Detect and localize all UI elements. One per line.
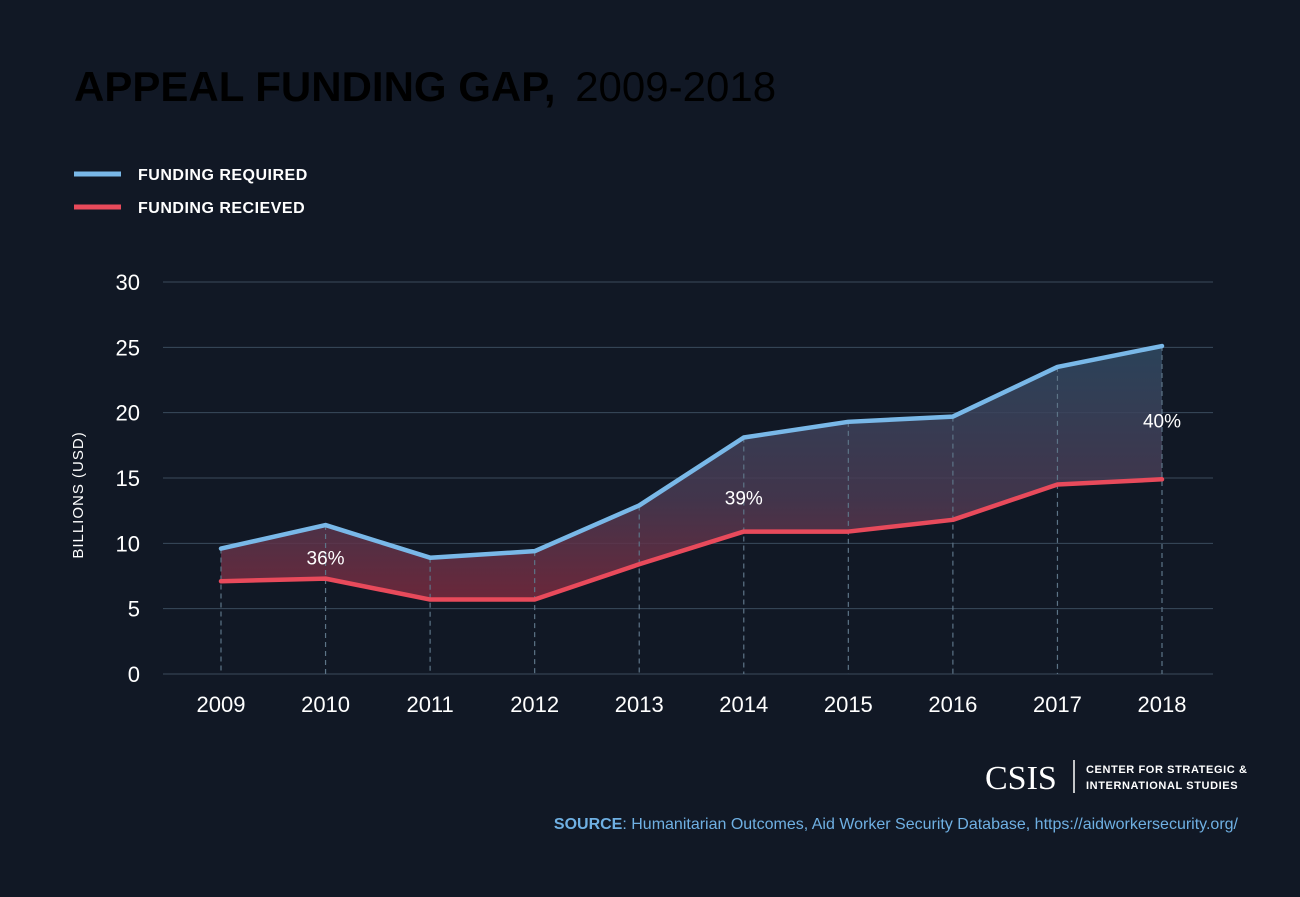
logo-line-2: INTERNATIONAL STUDIES xyxy=(1086,780,1238,792)
gap-label-2014: 39% xyxy=(725,489,763,510)
y-tick-30: 30 xyxy=(116,270,140,295)
y-tick-0: 0 xyxy=(128,662,140,687)
x-tick-2013: 2013 xyxy=(615,692,664,717)
legend: FUNDING REQUIRED FUNDING RECIEVED xyxy=(74,167,308,217)
source-text: : Humanitarian Outcomes, Aid Worker Secu… xyxy=(622,816,1238,833)
gap-label-2018: 40% xyxy=(1143,412,1181,433)
annotations: 36% 39% 40% xyxy=(307,412,1182,570)
x-tick-2010: 2010 xyxy=(301,692,350,717)
x-tick-2017: 2017 xyxy=(1033,692,1082,717)
x-tick-2015: 2015 xyxy=(824,692,873,717)
y-axis-label: BILLIONS (USD) xyxy=(70,431,87,558)
series-line-required xyxy=(218,343,1165,560)
x-tick-2018: 2018 xyxy=(1138,692,1187,717)
chart-title-light: 2009-2018 xyxy=(575,63,776,110)
series-line-received xyxy=(218,477,1165,602)
drop-lines xyxy=(220,346,1163,674)
logo-text: CSIS xyxy=(985,760,1057,797)
y-tick-25: 25 xyxy=(116,335,140,360)
legend-label-received: FUNDING RECIEVED xyxy=(138,200,305,217)
chart-title-bold: APPEAL FUNDING GAP, xyxy=(74,63,556,110)
logo-line-1: CENTER FOR STRATEGIC & xyxy=(1086,764,1248,776)
x-tick-2009: 2009 xyxy=(197,692,246,717)
y-tick-5: 5 xyxy=(128,597,140,622)
csis-logo: CSIS CENTER FOR STRATEGIC & INTERNATIONA… xyxy=(985,760,1248,797)
series-lines xyxy=(218,343,1165,602)
source-note: SOURCE: Humanitarian Outcomes, Aid Worke… xyxy=(554,816,1239,833)
gap-label-2010: 36% xyxy=(307,549,345,570)
x-tick-2016: 2016 xyxy=(928,692,977,717)
y-tick-15: 15 xyxy=(116,466,140,491)
x-tick-2011: 2011 xyxy=(406,692,453,717)
chart-title: APPEAL FUNDING GAP, 2009-2018 xyxy=(74,63,776,110)
x-tick-2014: 2014 xyxy=(719,692,768,717)
x-tick-2012: 2012 xyxy=(510,692,559,717)
source-label: SOURCE xyxy=(554,816,623,833)
y-ticks: 0 5 10 15 20 25 30 xyxy=(116,270,140,687)
legend-label-required: FUNDING REQUIRED xyxy=(138,167,308,184)
y-tick-10: 10 xyxy=(116,531,140,556)
y-tick-20: 20 xyxy=(116,401,140,426)
x-ticks: 2009 2010 2011 2012 2013 2014 2015 2016 2017 2018 xyxy=(197,692,1187,717)
